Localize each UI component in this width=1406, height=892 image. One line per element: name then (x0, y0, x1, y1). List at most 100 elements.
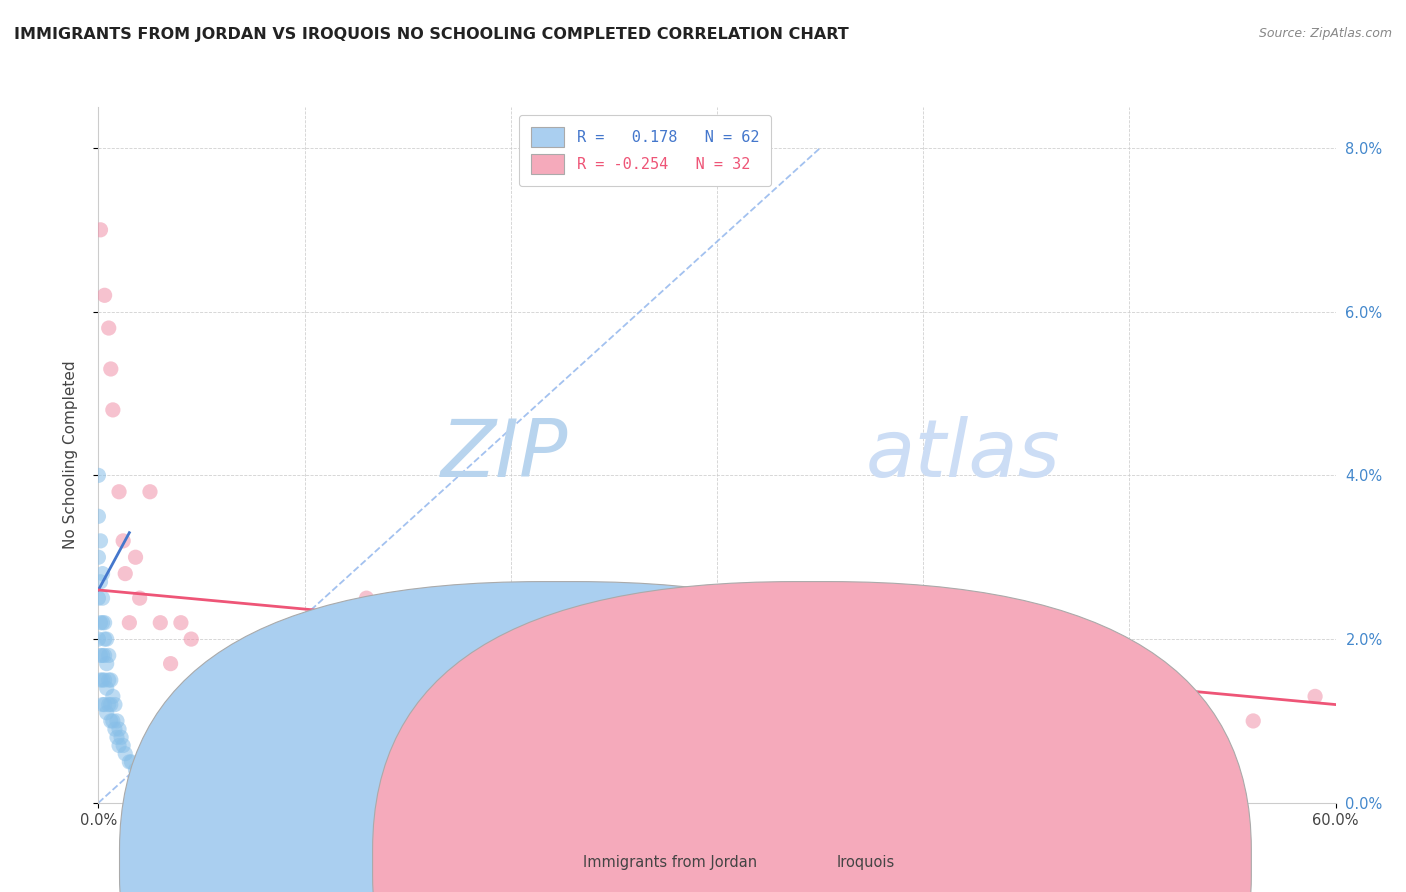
Point (112, 533, 135, 548)
Point (101, 690, 124, 704)
Point (89, 574, 111, 589)
Point (91, 648, 114, 663)
Point (149, 615, 172, 630)
Point (252, 788, 274, 802)
Point (1077, 698, 1099, 712)
Point (118, 615, 141, 630)
Point (603, 648, 626, 663)
Point (91, 591, 114, 606)
Point (100, 362, 122, 376)
Point (747, 673, 769, 687)
Point (263, 788, 285, 802)
Point (100, 714, 122, 728)
Point (112, 739, 135, 753)
Point (159, 771, 181, 785)
Point (91, 673, 114, 687)
Point (96, 681, 118, 696)
Point (97, 648, 120, 663)
Point (108, 739, 131, 753)
Point (118, 755, 141, 769)
Point (93, 632, 115, 646)
Point (124, 763, 146, 777)
Point (114, 566, 136, 581)
Point (93, 698, 115, 712)
Point (335, 648, 357, 663)
Point (139, 484, 162, 499)
Point (149, 771, 172, 785)
Point (89, 648, 111, 663)
Text: Iroquois: Iroquois (837, 855, 894, 870)
Point (93, 648, 115, 663)
Point (93, 615, 115, 630)
Point (104, 698, 127, 712)
Point (520, 615, 543, 630)
Point (101, 714, 124, 728)
Point (97, 673, 120, 687)
Point (1241, 714, 1264, 728)
Point (96, 657, 118, 671)
Point (89, 673, 111, 687)
Point (114, 747, 136, 761)
Point (97, 698, 120, 712)
Point (232, 788, 254, 802)
Point (105, 714, 128, 728)
Text: atlas: atlas (866, 416, 1060, 494)
Point (912, 648, 935, 663)
Text: IMMIGRANTS FROM JORDAN VS IROQUOIS NO SCHOOLING COMPLETED CORRELATION CHART: IMMIGRANTS FROM JORDAN VS IROQUOIS NO SC… (14, 27, 849, 42)
Y-axis label: No Schooling Completed: No Schooling Completed (63, 360, 77, 549)
Point (93, 673, 115, 687)
Point (201, 780, 224, 794)
Point (104, 722, 127, 736)
Point (273, 788, 295, 802)
Point (89, 223, 111, 237)
Point (96, 706, 118, 720)
Point (120, 755, 142, 769)
Point (396, 615, 419, 630)
Point (87, 591, 110, 606)
Point (211, 780, 233, 794)
Point (356, 591, 378, 606)
Point (128, 763, 150, 777)
Point (221, 780, 243, 794)
Point (87, 550, 110, 565)
Point (170, 780, 193, 794)
Point (283, 788, 305, 802)
Point (96, 632, 118, 646)
Point (808, 698, 831, 712)
Point (91, 566, 114, 581)
Point (110, 731, 132, 745)
Point (159, 657, 181, 671)
Text: ZIP: ZIP (441, 416, 568, 494)
Point (108, 722, 131, 736)
Point (180, 780, 202, 794)
Legend: R =   0.178   N = 62, R = -0.254   N = 32: R = 0.178 N = 62, R = -0.254 N = 32 (519, 115, 772, 186)
Point (139, 771, 162, 785)
Point (870, 632, 893, 646)
Point (89, 615, 111, 630)
Point (100, 673, 122, 687)
Point (665, 673, 688, 687)
Point (100, 698, 122, 712)
Point (105, 731, 128, 745)
Point (87, 632, 110, 646)
Point (93, 288, 115, 302)
Text: Source: ZipAtlas.com: Source: ZipAtlas.com (1258, 27, 1392, 40)
Point (87, 468, 110, 483)
Point (170, 615, 193, 630)
Point (1303, 690, 1326, 704)
Point (180, 632, 202, 646)
Point (87, 509, 110, 524)
Point (242, 788, 264, 802)
Point (190, 780, 212, 794)
Point (418, 632, 440, 646)
Point (101, 403, 124, 417)
Point (97, 321, 120, 335)
Point (89, 533, 111, 548)
Point (294, 788, 316, 802)
Text: Immigrants from Jordan: Immigrants from Jordan (583, 855, 758, 870)
Point (91, 698, 114, 712)
Point (108, 484, 131, 499)
Point (91, 615, 114, 630)
Point (124, 550, 146, 565)
Point (128, 591, 150, 606)
